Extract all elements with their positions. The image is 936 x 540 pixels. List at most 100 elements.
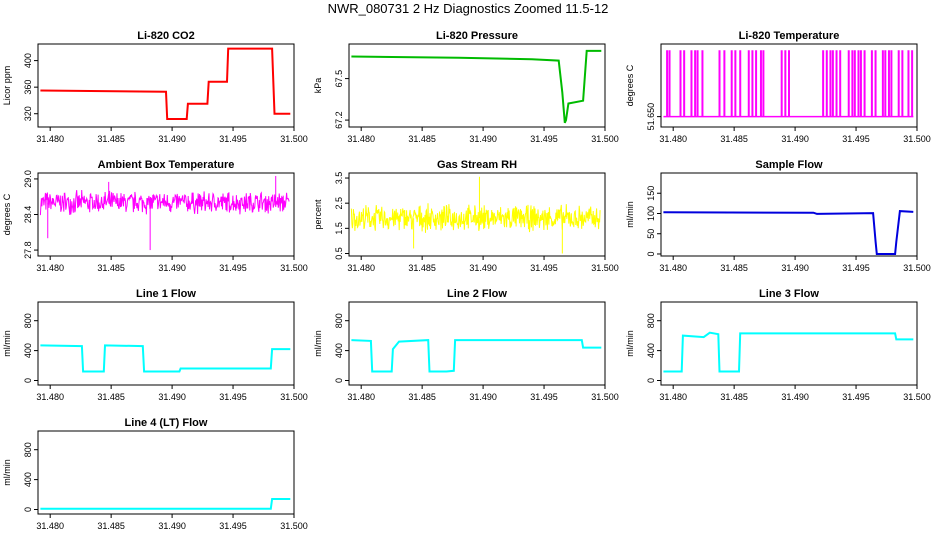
y-tick-label: 0 (23, 378, 33, 383)
series-line (40, 498, 291, 510)
y-tick-label: 800 (23, 442, 33, 457)
x-tick-label: 31.480 (36, 521, 64, 531)
y-tick-label: 400 (334, 343, 344, 358)
y-tick-label: 800 (646, 313, 656, 328)
plot-frame (660, 172, 918, 257)
y-tick-label: 1.5 (334, 222, 344, 235)
panel-title: Line 3 Flow (759, 288, 819, 300)
series-line (40, 344, 291, 373)
x-tick-label: 31.500 (903, 263, 931, 273)
y-tick-label: 0 (646, 251, 656, 256)
panel-9: Line 3 Flow 31.480 31.485 31.490 31.495 31.50… (625, 288, 931, 402)
data-layer (351, 339, 602, 373)
figure-title: NWR_080731 2 Hz Diagnostics Zoomed 11.5-… (327, 1, 609, 16)
x-tick-label: 31.495 (842, 263, 870, 273)
y-tick-label: 0 (646, 378, 656, 383)
y-axis-label: ml/min (625, 201, 635, 228)
y-tick-label: 67.5 (334, 70, 344, 88)
x-tick-label: 31.480 (347, 263, 375, 273)
x-tick-label: 31.480 (36, 392, 64, 402)
x-tick-label: 31.490 (781, 263, 809, 273)
x-tick-label: 31.485 (720, 263, 748, 273)
y-axis-label: Licor ppm (2, 66, 12, 106)
x-tick-label: 31.495 (219, 263, 247, 273)
y-axis-label: ml/min (2, 330, 12, 357)
x-tick-label: 31.490 (158, 392, 186, 402)
panel-6: Sample Flow 31.480 31.485 31.490 31.495 31.50… (625, 159, 931, 273)
panel-title: Ambient Box Temperature (98, 159, 235, 171)
y-tick-label: 400 (646, 343, 656, 358)
y-tick-label: 800 (23, 313, 33, 328)
data-layer (40, 344, 291, 373)
data-layer (40, 498, 291, 510)
panel-title: Sample Flow (755, 159, 823, 171)
data-layer (663, 210, 914, 255)
x-tick-label: 31.500 (280, 521, 308, 531)
plot-frame (37, 43, 295, 128)
y-axis-label: percent (313, 199, 323, 230)
plot-frame (660, 43, 918, 128)
plot-frame (37, 172, 295, 257)
x-tick-label: 31.495 (842, 392, 870, 402)
series-line (39, 189, 290, 216)
x-tick-label: 31.495 (530, 392, 558, 402)
x-tick-label: 31.500 (280, 392, 308, 402)
panel-title: Li-820 Pressure (436, 30, 518, 42)
y-tick-label: 50 (646, 229, 656, 239)
y-tick-label: 0.5 (334, 247, 344, 260)
x-tick-label: 31.490 (158, 521, 186, 531)
y-tick-label: 320 (23, 106, 33, 121)
y-axis-label: kPa (313, 78, 323, 94)
y-tick-label: 28.4 (23, 206, 33, 224)
x-tick-label: 31.480 (36, 263, 64, 273)
series-line (40, 47, 291, 120)
y-tick-label: 150 (646, 186, 656, 201)
x-tick-label: 31.485 (97, 263, 125, 273)
data-layer (663, 331, 914, 373)
y-axis-label: degrees C (2, 193, 12, 235)
x-tick-label: 31.485 (408, 263, 436, 273)
data-layer (351, 49, 602, 124)
series-line (663, 210, 914, 255)
x-tick-label: 31.500 (280, 134, 308, 144)
y-tick-label: 3.5 (334, 172, 344, 185)
x-tick-label: 31.500 (591, 392, 619, 402)
panel-5: Gas Stream RH 31.480 31.485 31.490 31.495 31.… (313, 159, 619, 273)
series-line (351, 339, 602, 373)
x-tick-label: 31.480 (347, 134, 375, 144)
panel-7: Line 1 Flow 31.480 31.485 31.490 31.495 31.50… (2, 288, 308, 402)
x-tick-label: 31.495 (219, 134, 247, 144)
plot-frame (37, 301, 295, 386)
panel-title: Li-820 Temperature (739, 30, 840, 42)
panel-title: Line 2 Flow (447, 288, 507, 300)
x-tick-label: 31.500 (591, 134, 619, 144)
y-tick-label: 100 (646, 206, 656, 221)
panel-title: Li-820 CO2 (137, 30, 194, 42)
x-tick-label: 31.490 (469, 263, 497, 273)
x-tick-label: 31.490 (158, 134, 186, 144)
y-axis-label: ml/min (313, 330, 323, 357)
x-tick-label: 31.495 (842, 134, 870, 144)
x-tick-label: 31.480 (659, 134, 687, 144)
plot-frame (348, 43, 606, 128)
y-tick-label: 0 (23, 507, 33, 512)
y-axis-label: degrees C (625, 64, 635, 106)
x-tick-label: 31.485 (97, 134, 125, 144)
x-tick-label: 31.485 (408, 134, 436, 144)
panel-3: Li-820 Temperature 31.480 31.485 31.490 31.4… (625, 30, 931, 144)
panel-10: Line 4 (LT) Flow 31.480 31.485 31.490 31.495… (2, 417, 308, 531)
y-axis-label: ml/min (2, 459, 12, 486)
x-tick-label: 31.480 (659, 392, 687, 402)
x-tick-label: 31.500 (280, 263, 308, 273)
y-tick-label: 51.650 (646, 103, 656, 131)
x-tick-label: 31.485 (408, 392, 436, 402)
x-tick-label: 31.480 (36, 134, 64, 144)
series-line (350, 203, 601, 233)
panel-title: Gas Stream RH (437, 159, 517, 171)
x-tick-label: 31.495 (530, 134, 558, 144)
data-layer (40, 47, 291, 120)
x-tick-label: 31.495 (219, 521, 247, 531)
panel-2: Li-820 Pressure 31.480 31.485 31.490 31.495 3… (313, 30, 619, 144)
x-tick-label: 31.490 (781, 134, 809, 144)
